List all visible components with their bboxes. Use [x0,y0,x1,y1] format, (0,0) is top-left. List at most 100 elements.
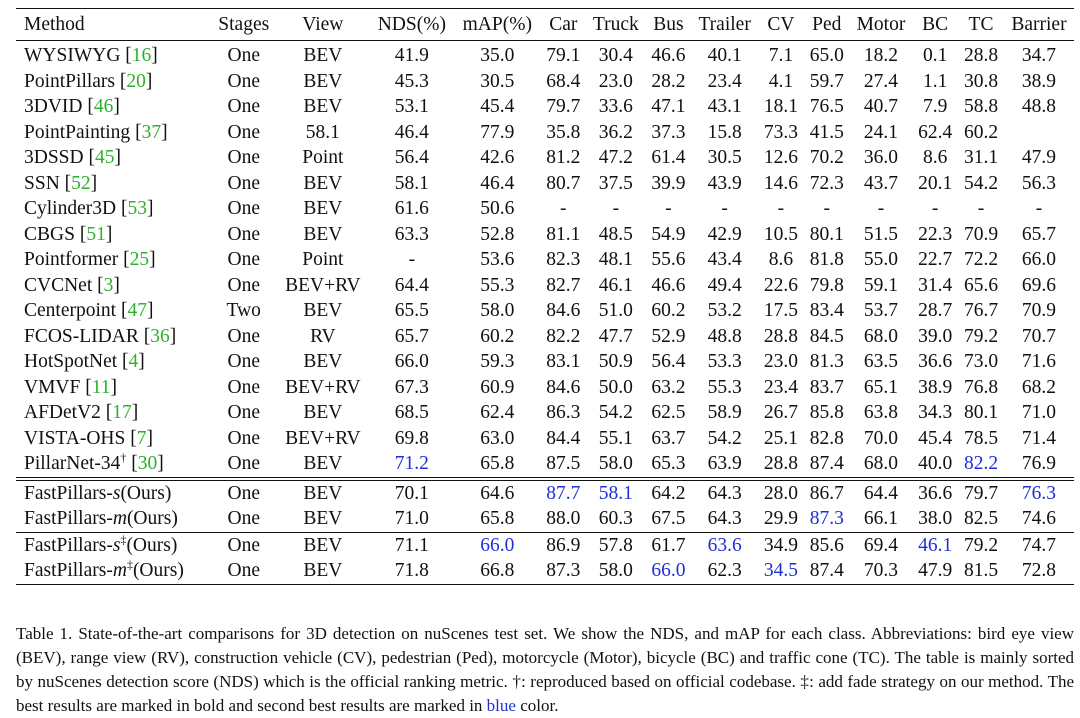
value-cell: 66.8 [480,560,515,581]
table-row: WYSIWYG [16] One BEV 41.9 35.0 79.1 30.4 46.6 40… [16,41,1074,69]
value-cell: - [560,198,567,219]
value-cell: 56.4 [394,147,429,168]
value-cell: 87.4 [809,560,844,581]
value-cell: 28.8 [763,325,798,347]
view-cell: BEV [303,534,343,556]
citation-link[interactable]: 17 [112,402,132,423]
value-cell: 41.9 [394,45,429,66]
table-body: WYSIWYG [16] One BEV 41.9 35.0 79.1 30.4 46.6 40… [16,41,1074,584]
stages-cell: One [227,560,260,581]
method-cell: PointPillars [20] [24,70,153,92]
citation-link[interactable]: 46 [93,96,114,117]
method-cell: FastPillars-s(Ours) [16,479,211,507]
value-cell: 70.7 [1021,325,1057,347]
value-cell: 81.8 [809,249,844,270]
method-cell: FCOS-LIDAR [36] [24,325,177,347]
value-cell: 7.9 [922,96,948,117]
value-cell: 74.7 [1021,534,1057,556]
value-cell: 63.2 [651,376,686,398]
value-cell: 60.9 [480,376,515,398]
value-cell: 37.5 [598,172,633,194]
citation-link[interactable]: 37 [141,121,162,143]
citation-link[interactable]: 25 [129,249,150,270]
value-cell: 48.5 [598,223,633,245]
citation-link[interactable]: 45 [94,147,115,168]
method-name: CVCNet [24,274,93,296]
table-row: PillarNet-34† [30] One BEV 71.2 65.8 87.5 58.0… [16,451,1074,479]
value-cell: 71.2 [394,453,429,474]
value-cell: 46.4 [480,172,515,194]
value-cell: 71.4 [1021,427,1057,449]
value-cell: 80.1 [809,223,844,245]
value-cell: 65.7 [394,325,429,347]
value-cell: 43.9 [707,172,742,194]
method-variant: m [112,508,127,529]
value-cell: 48.8 [1021,96,1057,117]
value-cell: 39.0 [918,325,953,347]
value-cell: 73.0 [963,351,999,372]
citation-link[interactable]: 53 [127,198,147,219]
method-suffix: (Ours) [126,534,178,556]
stages-cell: One [227,274,260,296]
value-cell: 30.5 [707,147,742,168]
value-cell: 23.4 [763,376,798,398]
table-row: Pointformer [25] One Point - 53.6 82.3 48.1 55.… [16,247,1074,273]
method-suffix: (Ours) [126,508,178,529]
column-header: CV [767,13,795,35]
method-suffix: (Ours) [120,482,172,504]
citation-link[interactable]: 52 [71,172,91,194]
value-cell: 59.7 [809,70,844,92]
value-cell: 56.4 [651,351,686,372]
value-cell: 46.6 [651,274,686,296]
method-name: FastPillars- [24,534,113,556]
value-cell: 30.8 [963,70,999,92]
table-row: Cylinder3D [53] One BEV 61.6 50.6 - - - - - - - - - - [16,196,1074,222]
citation-link[interactable]: 3 [103,274,114,296]
citation-link[interactable]: 36 [150,325,170,347]
citation-link[interactable]: 30 [137,453,158,474]
value-cell: 50.9 [598,351,633,372]
caption-blue-word: blue [486,696,516,715]
method-name: SSN [24,172,60,194]
method-cell: 3DVID [46] [24,96,120,117]
value-cell: 68.0 [863,325,899,347]
view-cell: BEV [303,70,343,92]
citation-link[interactable]: 7 [136,427,147,449]
method-name: 3DVID [24,96,83,117]
column-header: Truck [592,13,639,35]
value-cell: 85.6 [809,534,844,556]
citation-link[interactable]: 20 [126,70,146,92]
value-cell: 71.0 [1021,402,1057,423]
value-cell: 34.5 [763,560,798,581]
method-name: FastPillars- [24,482,113,504]
view-cell: 58.1 [305,121,340,143]
value-cell: 82.3 [546,249,581,270]
value-cell: 58.9 [707,402,742,423]
value-cell: 65.0 [809,45,844,66]
table-row: PointPainting [37] One 58.1 46.4 77.9 35.8 36.… [16,120,1074,146]
method-cell: Cylinder3D [53] [24,198,154,219]
value-cell: 65.6 [963,274,999,296]
value-cell: 69.8 [394,427,429,449]
value-cell: 66.0 [651,560,686,581]
citation-link[interactable]: 11 [91,376,111,398]
citation-link[interactable]: 16 [131,45,152,66]
value-cell: 53.6 [480,249,515,270]
citation-link[interactable]: 47 [127,300,147,321]
citation-link[interactable]: 51 [86,223,106,245]
value-cell: 87.7 [546,482,581,504]
method-suffix: (Ours) [132,560,184,581]
value-cell: 79.2 [963,325,999,347]
value-cell: - [408,249,416,270]
table-row: FCOS-LIDAR [36] One RV 65.7 60.2 82.2 47.7 52.9… [16,324,1074,350]
value-cell: 79.8 [809,274,844,296]
value-cell: 28.8 [763,453,798,474]
column-header: Method [24,13,85,35]
value-cell: 68.2 [1021,376,1057,398]
value-cell: 70.0 [863,427,899,449]
citation-link[interactable]: 4 [128,351,139,372]
caption-tail: color. [520,696,559,715]
table-row: 3DVID [46] One BEV 53.1 45.4 79.7 33.6 47.1 43.1… [16,94,1074,120]
value-cell: 65.8 [480,453,515,474]
value-cell: 81.5 [963,560,999,581]
